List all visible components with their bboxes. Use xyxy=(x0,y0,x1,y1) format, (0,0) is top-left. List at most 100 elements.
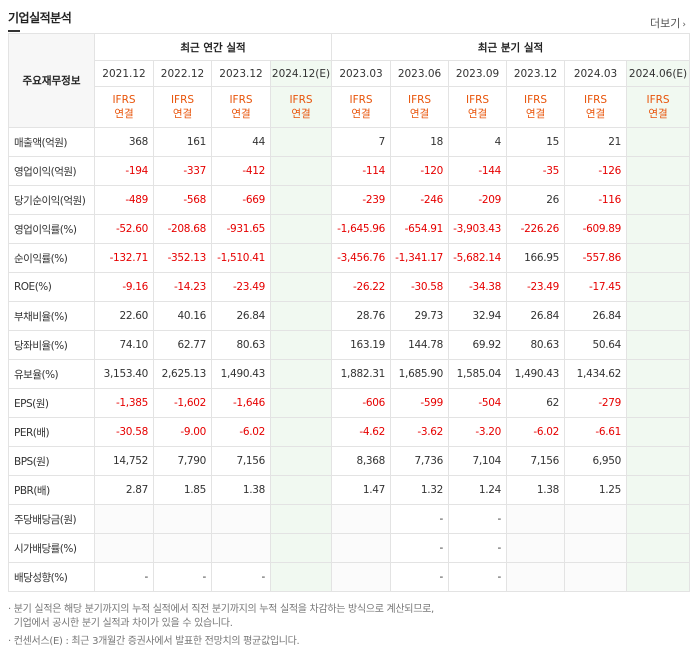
table-row: BPS(원) 14,752 7,790 7,156 8,368 7,736 7,104 7,1… xyxy=(8,446,691,476)
table-cell: 7 xyxy=(331,127,392,157)
table-cell xyxy=(94,504,154,534)
row-label: BPS(원) xyxy=(8,446,95,476)
table-cell xyxy=(626,330,691,360)
table-cell xyxy=(564,533,628,563)
table-cell: 6,950 xyxy=(564,446,628,476)
ifrs-label: IFRS 연결 xyxy=(94,86,154,128)
table-cell: -9.16 xyxy=(94,272,154,302)
table-cell: 21 xyxy=(564,127,628,157)
table-cell: 50.64 xyxy=(564,330,628,360)
table-cell xyxy=(269,504,333,534)
table-cell: -194 xyxy=(94,156,154,186)
ifrs-standard: IFRS xyxy=(523,94,548,106)
row-label: 유보율(%) xyxy=(8,359,95,389)
table-cell xyxy=(626,359,691,389)
table-cell: -116 xyxy=(564,185,628,215)
ifrs-consolidated: 연결 xyxy=(291,108,311,120)
footnote: 기업에서 공시한 분기 실적과 차이가 있을 수 있습니다. xyxy=(8,618,233,629)
table-cell: -120 xyxy=(390,156,450,186)
ifrs-consolidated: 연결 xyxy=(648,108,668,120)
table-cell: -279 xyxy=(564,388,628,418)
table-cell: 1,882.31 xyxy=(331,359,392,389)
table-cell: -6.02 xyxy=(506,417,566,447)
table-cell: 1.25 xyxy=(564,475,628,505)
table-cell: 1,490.43 xyxy=(211,359,271,389)
table-cell: -4.62 xyxy=(331,417,392,447)
table-cell xyxy=(626,417,691,447)
table-cell xyxy=(269,475,333,505)
table-cell xyxy=(269,185,333,215)
table-cell: 8,368 xyxy=(331,446,392,476)
table-cell xyxy=(153,533,212,563)
table-cell: -1,645.96 xyxy=(331,214,392,244)
table-cell: 1,685.90 xyxy=(390,359,450,389)
table-cell xyxy=(626,562,691,592)
table-cell: 7,736 xyxy=(390,446,450,476)
row-label: 영업이익률(%) xyxy=(8,214,95,244)
table-cell: -1,602 xyxy=(153,388,212,418)
table-cell xyxy=(269,301,333,331)
table-cell: 1.24 xyxy=(448,475,508,505)
table-cell: 144.78 xyxy=(390,330,450,360)
table-cell: -17.45 xyxy=(564,272,628,302)
period-header: 2023.03 xyxy=(331,60,392,87)
ifrs-standard: IFRS xyxy=(465,94,490,106)
table-cell xyxy=(626,156,691,186)
more-link[interactable]: 더보기 › xyxy=(650,15,686,31)
period-header: 2024.12(E) xyxy=(269,60,333,87)
ifrs-consolidated: 연결 xyxy=(351,108,371,120)
table-cell: 14,752 xyxy=(94,446,154,476)
table-cell: 3,153.40 xyxy=(94,359,154,389)
period-header: 2023.12 xyxy=(211,60,271,87)
row-label: 배당성향(%) xyxy=(8,562,95,592)
table-cell: 1.38 xyxy=(506,475,566,505)
table-cell xyxy=(626,214,691,244)
table-cell xyxy=(564,562,628,592)
table-cell xyxy=(506,562,566,592)
table-cell: -23.49 xyxy=(211,272,271,302)
table-cell: -35 xyxy=(506,156,566,186)
table-cell: 28.76 xyxy=(331,301,392,331)
table-cell xyxy=(269,417,333,447)
table-cell: -557.86 xyxy=(564,243,628,273)
row-label: 당좌비율(%) xyxy=(8,330,95,360)
ifrs-label: IFRS 연결 xyxy=(211,86,271,128)
table-row: PER(배) -30.58 -9.00 -6.02 -4.62 -3.62 -3.20 -6.… xyxy=(8,417,691,447)
row-label: 시가배당률(%) xyxy=(8,533,95,563)
ifrs-standard: IFRS xyxy=(407,94,432,106)
table-cell: -34.38 xyxy=(448,272,508,302)
table-row: 영업이익(억원) -194 -337 -412 -114 -120 -144 -35 -126 xyxy=(8,156,691,186)
table-cell: 80.63 xyxy=(211,330,271,360)
table-cell: - xyxy=(211,562,271,592)
table-row: 당기순이익(억원) -489 -568 -669 -239 -246 -209 26 -116 xyxy=(8,185,691,215)
title-underline xyxy=(8,30,20,32)
table-cell: 2,625.13 xyxy=(153,359,212,389)
period-header: 2022.12 xyxy=(153,60,212,87)
ifrs-consolidated: 연결 xyxy=(525,108,546,120)
table-cell: 7,104 xyxy=(448,446,508,476)
table-cell: 4 xyxy=(448,127,508,157)
table-cell: -1,510.41 xyxy=(211,243,271,273)
table-cell: - xyxy=(390,533,450,563)
table-cell xyxy=(269,330,333,360)
table-cell: -9.00 xyxy=(153,417,212,447)
table-cell xyxy=(211,504,271,534)
table-cell xyxy=(211,533,271,563)
ifrs-standard: IFRS xyxy=(289,94,313,106)
period-header: 2024.03 xyxy=(564,60,628,87)
table-cell: -246 xyxy=(390,185,450,215)
table-cell: 74.10 xyxy=(94,330,154,360)
table-cell: 1,434.62 xyxy=(564,359,628,389)
table-cell xyxy=(626,301,691,331)
table-cell xyxy=(506,504,566,534)
ifrs-standard: IFRS xyxy=(646,94,670,106)
table-cell: -30.58 xyxy=(390,272,450,302)
table-cell xyxy=(626,533,691,563)
table-cell: 15 xyxy=(506,127,566,157)
ifrs-label: IFRS 연결 xyxy=(626,86,691,128)
ifrs-consolidated: 연결 xyxy=(409,108,430,120)
table-cell: -1,385 xyxy=(94,388,154,418)
table-cell xyxy=(564,504,628,534)
table-cell: 40.16 xyxy=(153,301,212,331)
table-row: 주당배당금(원) - - xyxy=(8,504,691,534)
